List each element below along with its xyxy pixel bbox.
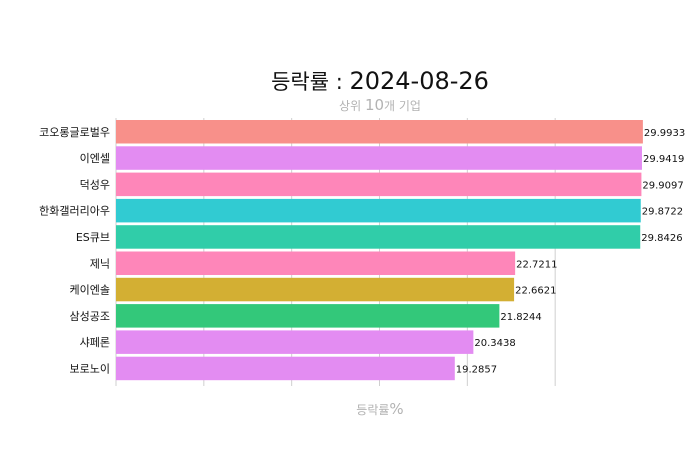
category-label-4: ES큐브	[76, 231, 110, 244]
title-date: 2024-08-26	[349, 67, 488, 95]
bar-9	[116, 356, 455, 381]
value-label-4: 29.8426	[641, 233, 682, 244]
bar-2	[116, 172, 642, 197]
chart-subtitle: 상위 10개 기업	[339, 96, 421, 114]
title-prefix: 등락률 :	[271, 70, 349, 94]
value-label-1: 29.9419	[643, 154, 684, 165]
category-label-7: 삼성공조	[70, 310, 110, 323]
value-label-6: 22.6621	[515, 286, 556, 297]
bar-0	[116, 120, 643, 144]
value-label-9: 19.2857	[456, 364, 497, 375]
category-label-8: 샤페론	[80, 336, 110, 349]
xlabel-text: 등락률	[356, 403, 389, 417]
category-label-3: 한화갤러리아우	[39, 205, 110, 218]
subtitle-num: 10	[365, 96, 384, 114]
value-label-0: 29.9933	[644, 128, 685, 139]
labels: 코오롱글로벌우 29.9933 이엔셀 29.9419 덕성우 29.9097 한화갤러리아…	[39, 126, 685, 376]
bar-7	[116, 304, 500, 328]
category-label-9: 보로노이	[70, 362, 110, 375]
bars	[116, 120, 643, 381]
value-label-8: 20.3438	[474, 338, 515, 349]
value-label-2: 29.9097	[642, 180, 683, 191]
category-label-0: 코오롱글로벌우	[39, 126, 110, 139]
bar-1	[116, 146, 642, 170]
category-label-5: 제닉	[90, 257, 110, 270]
category-label-6: 케이엔솔	[70, 284, 110, 297]
bar-8	[116, 330, 474, 354]
value-label-5: 22.7211	[516, 259, 557, 270]
bar-6	[116, 277, 515, 302]
subtitle-post: 개 기업	[384, 99, 421, 113]
subtitle-pre: 상위	[339, 99, 365, 113]
value-label-7: 21.8244	[500, 312, 541, 323]
x-axis-label: 등락률%	[356, 400, 403, 418]
category-label-2: 덕성우	[80, 178, 110, 191]
bar-3	[116, 198, 641, 223]
value-label-3: 29.8722	[642, 207, 683, 218]
chart-title: 등락률 : 2024-08-26	[271, 67, 489, 95]
bar-5	[116, 251, 516, 275]
bar-4	[116, 225, 641, 249]
category-label-1: 이엔셀	[80, 152, 110, 165]
xlabel-unit: %	[389, 400, 403, 418]
